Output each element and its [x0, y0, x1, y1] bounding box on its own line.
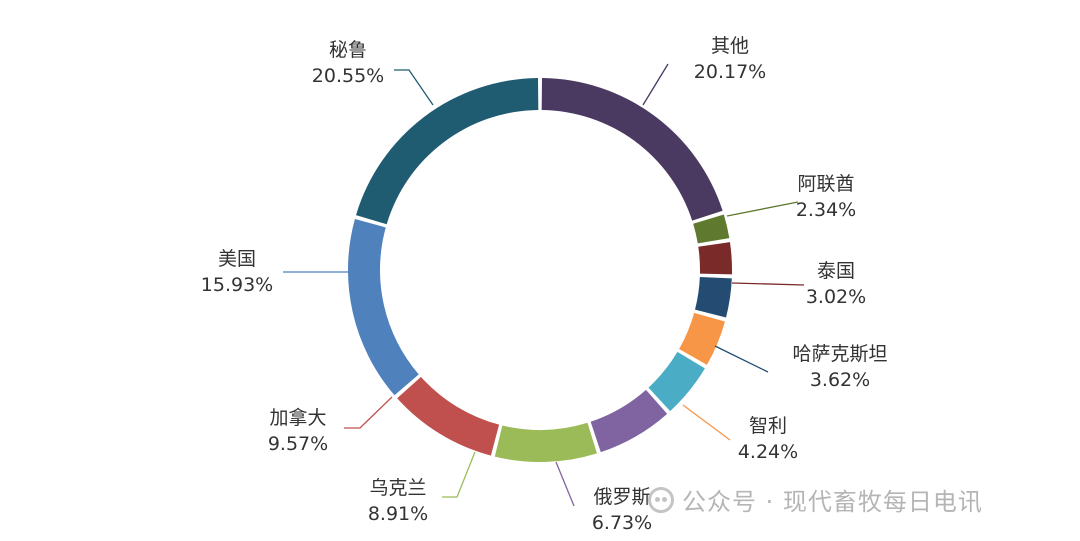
leader-line-加拿大 [344, 396, 393, 429]
category-label: 其他 [711, 35, 749, 57]
slice-其他 [541, 78, 723, 221]
slice-智利 [679, 312, 725, 365]
category-label: 哈萨克斯坦 [792, 343, 887, 365]
category-label: 智利 [749, 415, 787, 437]
slice-阿联酋 [693, 214, 730, 244]
value-label: 6.73% [592, 512, 652, 534]
slice-加拿大 [397, 376, 500, 456]
value-label: 4.24% [738, 441, 798, 463]
category-label: 俄罗斯 [593, 486, 650, 508]
value-label: 3.02% [806, 286, 866, 308]
slice-泰国 [698, 242, 732, 275]
leader-line-哈萨克斯坦 [714, 345, 769, 373]
leader-line-秘鲁 [394, 69, 434, 106]
value-label: 20.55% [312, 65, 384, 87]
slice-labels: 其他 20.17% 阿联酋 2.34% 泰国 3.02% 哈萨克斯坦 3.62% 智利 4.24%… [201, 35, 888, 534]
watermark-text: 公众号 · 现代畜牧每日电讯 [682, 488, 983, 516]
leader-lines [283, 63, 805, 507]
value-label: 9.57% [268, 433, 328, 455]
value-label: 15.93% [201, 274, 273, 296]
leader-line-俄罗斯 [555, 461, 575, 507]
slice-哈萨克斯坦 [695, 277, 732, 318]
donut-slices [348, 78, 732, 462]
value-label: 2.34% [796, 199, 856, 221]
value-label: 20.17% [694, 61, 766, 83]
category-label: 美国 [218, 248, 256, 270]
leader-line-乌克兰 [442, 451, 476, 498]
category-label: 加拿大 [269, 406, 326, 429]
watermark: 公众号 · 现代畜牧每日电讯 [648, 482, 983, 517]
category-label: 泰国 [817, 260, 855, 282]
slice-segment-5 [648, 351, 705, 412]
leader-line-阿联酋 [726, 201, 799, 217]
category-label: 阿联酋 [797, 173, 854, 195]
leader-line-泰国 [731, 282, 805, 286]
wechat-official-account-icon [648, 486, 674, 513]
leader-line-智利 [682, 404, 731, 441]
category-label: 乌克兰 [369, 477, 426, 499]
value-label: 3.62% [810, 369, 870, 391]
slice-美国 [348, 218, 419, 396]
leader-line-其他 [642, 63, 669, 106]
slice-乌克兰 [494, 422, 597, 462]
value-label: 8.91% [368, 503, 428, 525]
category-label: 秘鲁 [329, 39, 367, 61]
slice-俄罗斯 [590, 389, 668, 453]
slice-秘鲁 [356, 78, 539, 225]
